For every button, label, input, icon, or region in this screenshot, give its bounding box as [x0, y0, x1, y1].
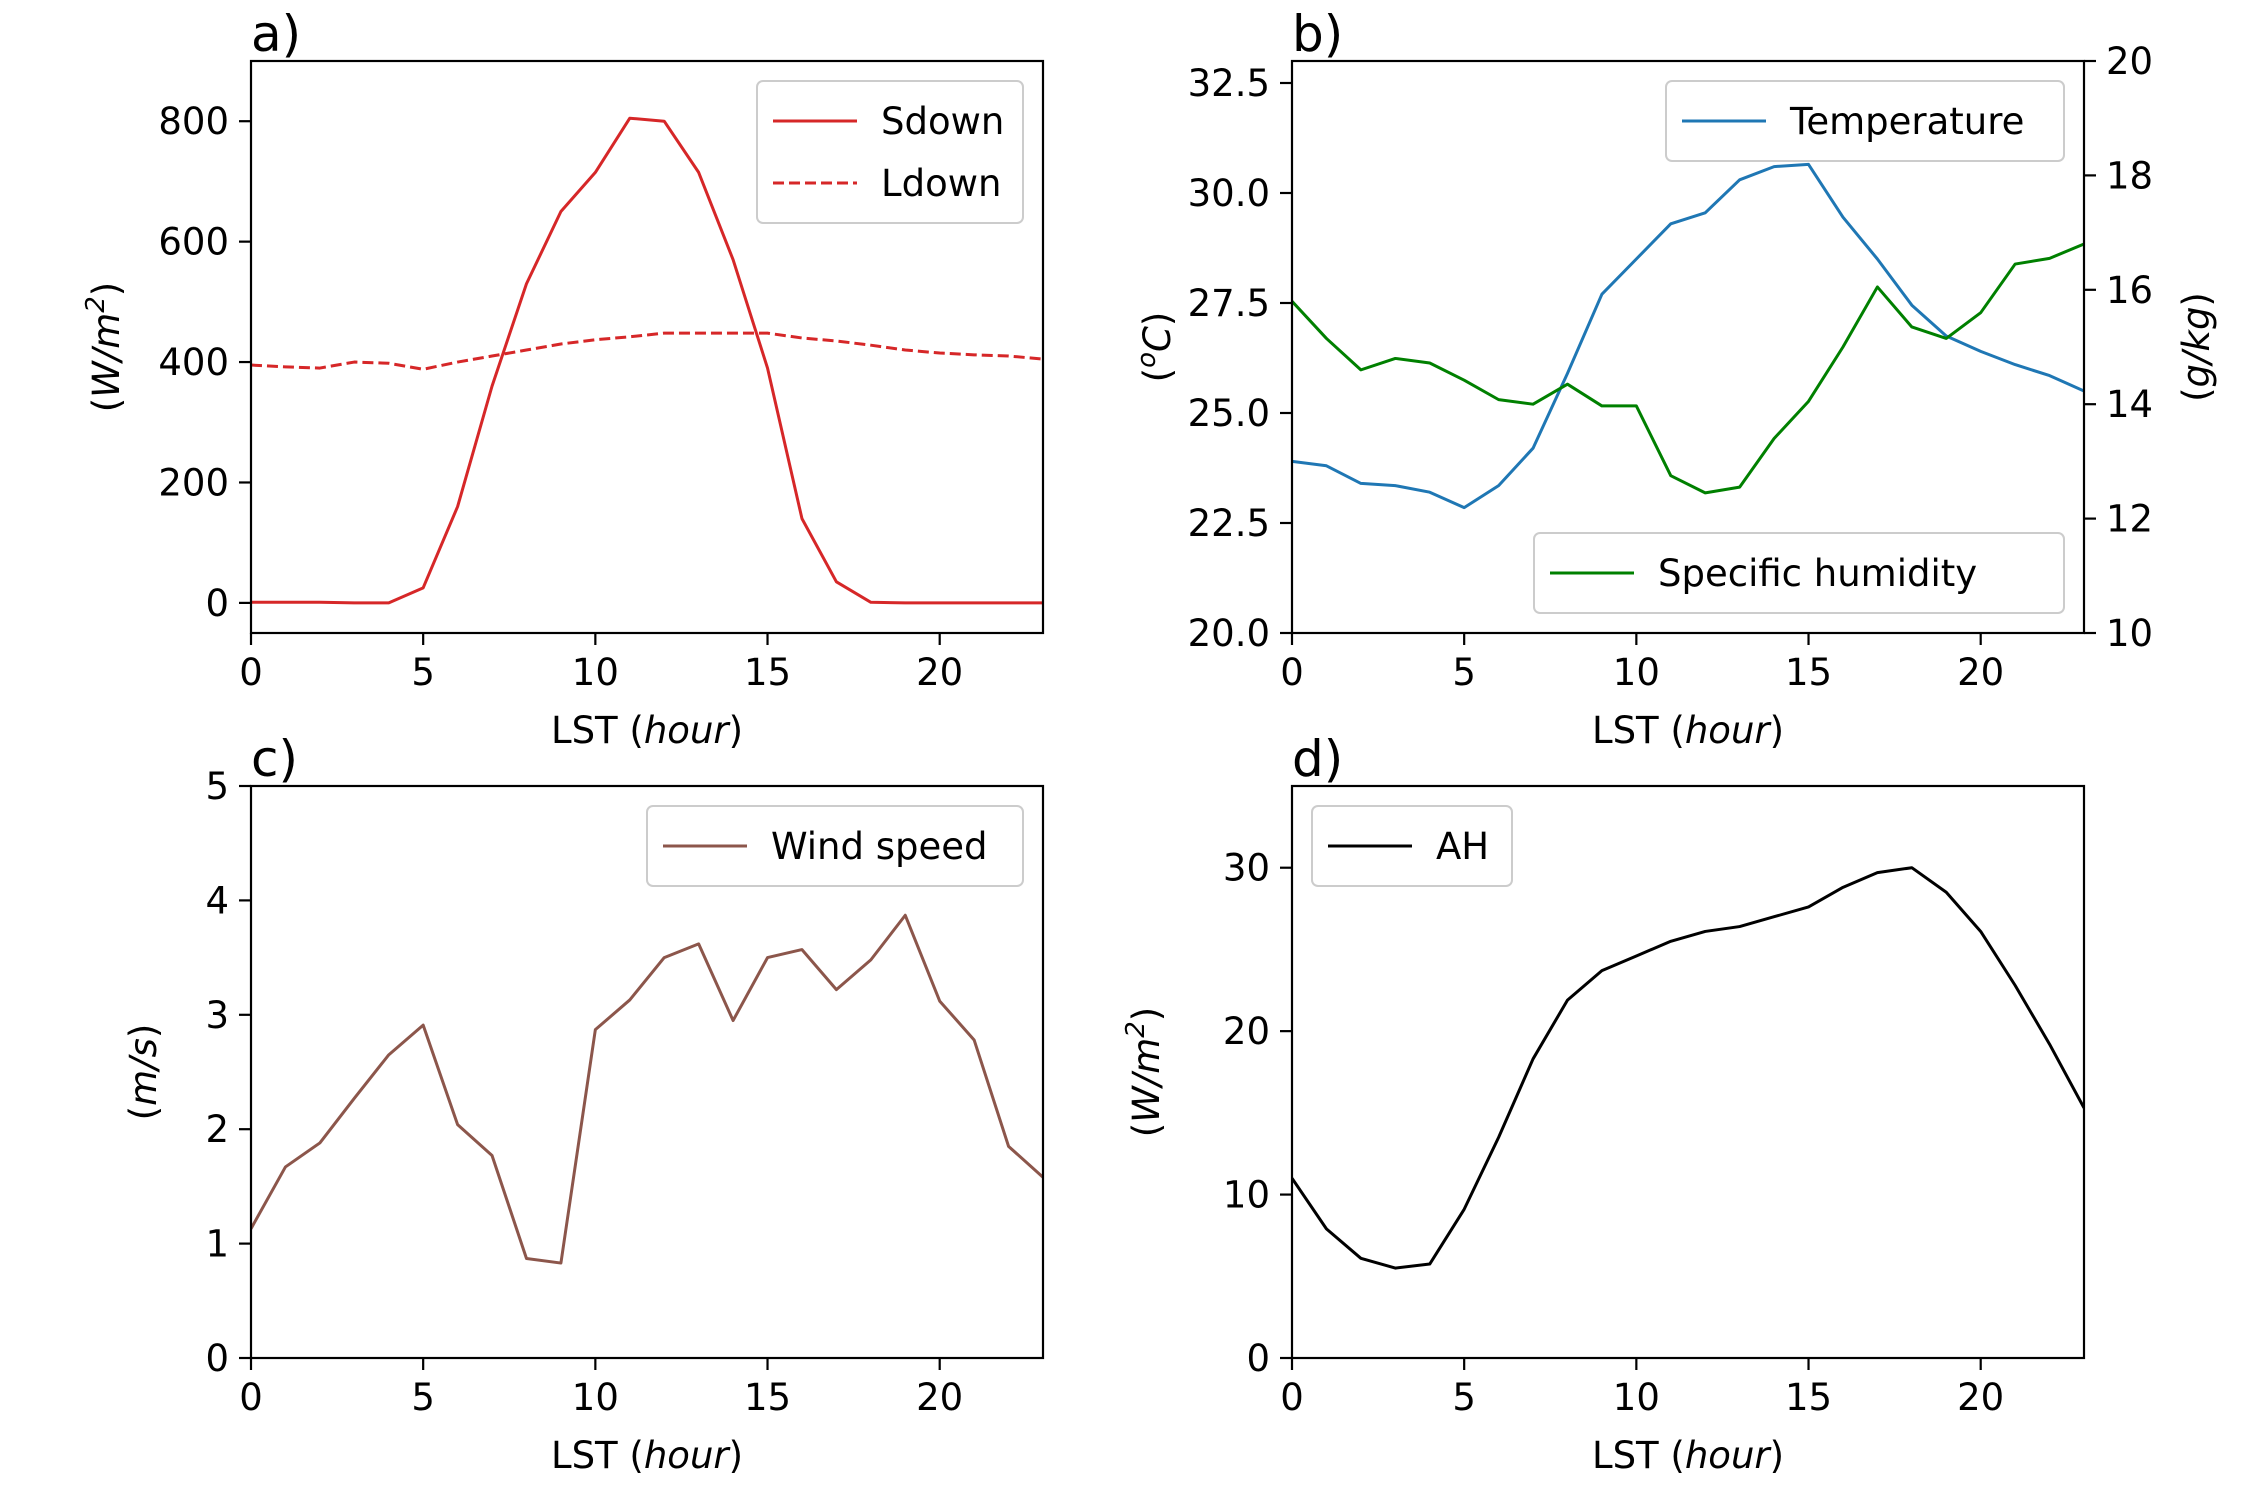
x-tick-label: 5: [1452, 651, 1476, 694]
y-tick-label: 22.5: [1188, 502, 1270, 545]
y-tick-label: 10: [1223, 1174, 1270, 1217]
y-tick-label: 20.0: [1188, 612, 1270, 655]
legend-label: Temperature: [1789, 100, 2024, 143]
y-axis-label: (m/s): [122, 1024, 165, 1121]
y-tick-label: 30: [1223, 847, 1270, 890]
y-tick-label: 2: [205, 1108, 229, 1151]
y-tick-label: 4: [205, 879, 229, 922]
x-tick-label: 15: [744, 651, 791, 694]
y-right-tick-label: 14: [2106, 383, 2153, 426]
panel-title: a): [251, 5, 301, 63]
legend-label: AH: [1436, 825, 1489, 868]
y-tick-label: 600: [158, 221, 229, 264]
plot-area: [1292, 866, 2084, 1270]
x-tick-label: 0: [239, 1376, 263, 1419]
legend-box: [646, 805, 1024, 887]
legend-label: Wind speed: [771, 825, 988, 868]
x-tick-label: 0: [1280, 1376, 1304, 1419]
legend: AH: [1311, 805, 1513, 887]
series-line-ldown: [251, 331, 1043, 371]
y-right-tick-label: 20: [2106, 40, 2153, 83]
y-tick-label: 27.5: [1188, 282, 1270, 325]
x-tick-label: 20: [916, 1376, 963, 1419]
y-tick-label: 20: [1223, 1010, 1270, 1053]
y-tick-label: 25.0: [1188, 392, 1270, 435]
x-tick-label: 5: [1452, 1376, 1476, 1419]
legend-label: Specific humidity: [1658, 552, 1977, 595]
y-tick-label: 0: [205, 582, 229, 625]
x-tick-label: 10: [1613, 651, 1660, 694]
y-right-axis-label: (g/kg): [2175, 292, 2218, 402]
x-axis-label: LST (hour): [551, 709, 743, 752]
x-tick-label: 5: [411, 1376, 435, 1419]
plot-area: [251, 116, 1043, 605]
y-axis-label: (W/m2): [1121, 1007, 1168, 1138]
plot-area: [1292, 162, 2084, 510]
x-tick-label: 5: [411, 651, 435, 694]
y-axis-label: (W/m2): [81, 282, 128, 413]
legend: Temperature: [1665, 80, 2065, 162]
x-tick-label: 15: [1785, 1376, 1832, 1419]
panel-title: d): [1292, 730, 1343, 788]
legend-box: [1665, 80, 2065, 162]
x-axis-label: LST (hour): [1592, 1434, 1784, 1477]
y-tick-label: 5: [205, 765, 229, 808]
series-line-specific-humidity: [1292, 242, 2084, 495]
y-tick-label: 0: [1246, 1337, 1270, 1380]
series-line-wind-speed: [251, 913, 1043, 1265]
panel-d: 0 5 10 15 20 0 10 20 30 d) LST (hour) (W/m2) AH: [1121, 730, 2086, 1477]
y-tick-label: 0: [205, 1337, 229, 1380]
x-tick-label: 10: [572, 651, 619, 694]
x-tick-label: 20: [1957, 651, 2004, 694]
legend-label: Sdown: [881, 100, 1004, 143]
x-axis-label: LST (hour): [1592, 709, 1784, 752]
plot-area: [251, 913, 1043, 1265]
plot-frame: [1290, 59, 2086, 635]
panel-title: b): [1292, 5, 1343, 63]
y-axis-label: (oC): [1132, 312, 1179, 383]
x-axis-label: LST (hour): [551, 1434, 743, 1477]
series-line-temperature: [1292, 162, 2084, 510]
x-tick-label: 10: [1613, 1376, 1660, 1419]
x-tick-label: 20: [1957, 1376, 2004, 1419]
y-tick-label: 200: [158, 461, 229, 504]
series-line-sdown: [251, 116, 1043, 605]
legend-box: [1533, 532, 2065, 614]
legend-label: Ldown: [881, 162, 1001, 205]
x-tick-label: 20: [916, 651, 963, 694]
panel-b: 0 5 10 15 20 20.0 22.5 25.0 27.5 30.0 32.5 10 12 14 16…: [1132, 5, 2218, 752]
y-right-tick-label: 12: [2106, 498, 2153, 541]
plot-frame: [249, 784, 1045, 1360]
legend-box: [756, 80, 1024, 224]
legend: Sdown Ldown: [756, 80, 1024, 224]
series-line-ah: [1292, 866, 2084, 1270]
legend: Specific humidity: [1533, 532, 2065, 614]
plot-frame: [249, 59, 1045, 635]
y-right-tick-label: 10: [2106, 612, 2153, 655]
panel-title: c): [251, 730, 298, 788]
y-right-tick-label: 16: [2106, 269, 2153, 312]
y-tick-label: 30.0: [1188, 172, 1270, 215]
x-tick-label: 0: [239, 651, 263, 694]
y-right-tick-label: 18: [2106, 154, 2153, 197]
y-tick-label: 800: [158, 100, 229, 143]
y-tick-label: 1: [205, 1223, 229, 1266]
plot-frame: [1290, 784, 2086, 1360]
x-tick-label: 15: [744, 1376, 791, 1419]
panel-c: 0 5 10 15 20 0 1 2 3 4 5 c) LST (hour) (m/s) Wind spee…: [122, 730, 1045, 1477]
y-tick-label: 3: [205, 994, 229, 1037]
y-tick-label: 32.5: [1188, 62, 1270, 105]
x-tick-label: 10: [572, 1376, 619, 1419]
x-tick-label: 15: [1785, 651, 1832, 694]
legend: Wind speed: [646, 805, 1024, 887]
y-tick-label: 400: [158, 341, 229, 384]
x-tick-label: 0: [1280, 651, 1304, 694]
